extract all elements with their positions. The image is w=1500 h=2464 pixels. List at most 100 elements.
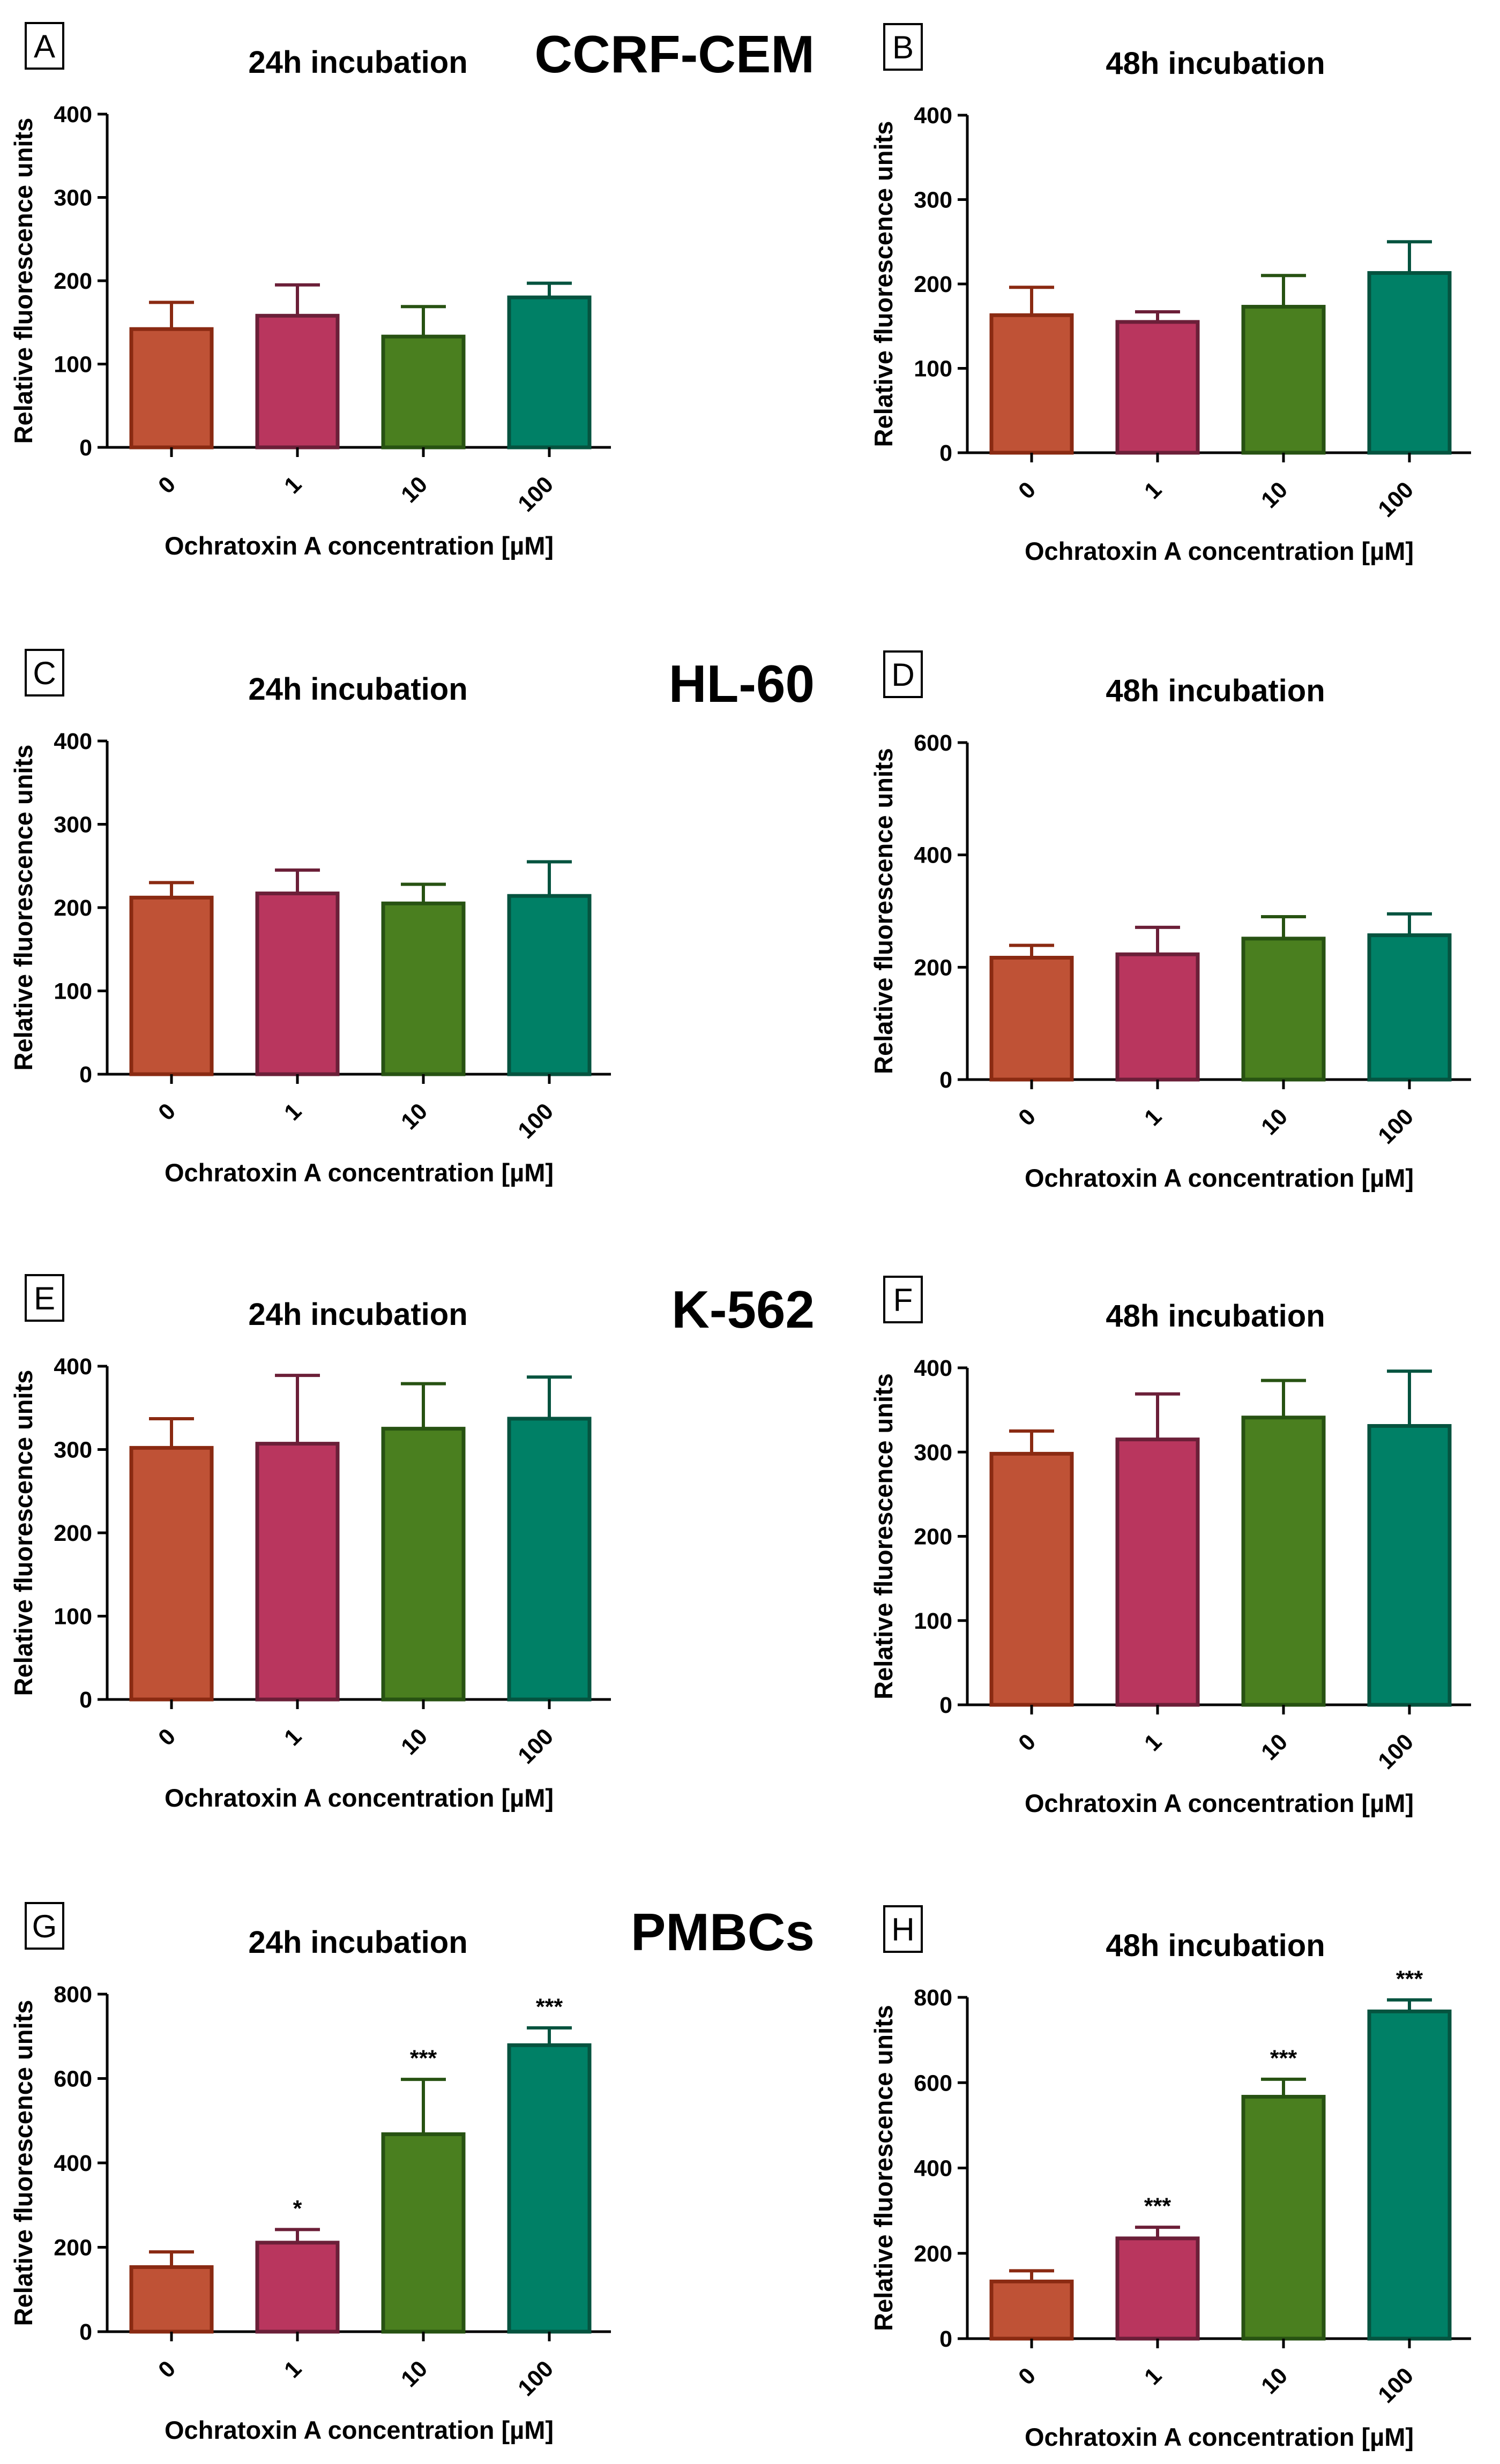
panel-letter-box — [25, 22, 64, 70]
y-tick-label: 200 — [914, 955, 952, 980]
significance-label: *** — [410, 2046, 437, 2071]
bar-1 — [1115, 320, 1200, 455]
x-tick-label: 0 — [153, 1098, 181, 1126]
x-tick-label: 1 — [279, 471, 307, 499]
panel-letter-box — [25, 1274, 64, 1322]
y-tick-label: 400 — [54, 1354, 92, 1380]
y-tick-label: 800 — [54, 1982, 92, 2008]
panel-title: 24h incubation — [248, 672, 467, 707]
y-tick-label: 100 — [914, 356, 952, 382]
bar-0 — [129, 1446, 214, 1702]
x-tick-label: 1 — [279, 2356, 307, 2383]
bar-1 — [1115, 2236, 1200, 2341]
y-tick-label: 0 — [79, 1062, 92, 1088]
bar-100 — [1367, 933, 1452, 1082]
y-tick-label: 400 — [54, 102, 92, 128]
panel-letter: B — [892, 29, 914, 65]
y-tick-label: 600 — [914, 730, 952, 756]
y-tick-label: 100 — [54, 1604, 92, 1630]
panel-letter: D — [891, 657, 914, 693]
panel-title: 24h incubation — [248, 1925, 467, 1960]
cell-line-heading: HL-60 — [669, 654, 815, 713]
x-axis-label: Ochratoxin A concentration [µM] — [1025, 2423, 1414, 2451]
x-tick-label: 100 — [1373, 477, 1419, 522]
x-axis-label: Ochratoxin A concentration [µM] — [165, 2416, 554, 2444]
x-axis-label: Ochratoxin A concentration [µM] — [165, 1158, 554, 1187]
y-axis-label: Relative fluorescence units — [869, 2005, 898, 2331]
panel-title: 48h incubation — [1106, 46, 1325, 81]
y-axis-label: Relative fluorescence units — [869, 748, 898, 1074]
bar-0 — [989, 956, 1074, 1082]
y-tick-label: 400 — [54, 2151, 92, 2176]
y-axis-label: Relative fluorescence units — [9, 745, 38, 1071]
y-tick-label: 100 — [54, 352, 92, 378]
y-tick-label: 200 — [54, 268, 92, 294]
x-tick-label: 1 — [1139, 1104, 1167, 1131]
y-tick-label: 600 — [54, 2066, 92, 2092]
bar-0 — [129, 895, 214, 1076]
panel-letter: G — [32, 1908, 57, 1944]
y-tick-label: 300 — [54, 185, 92, 211]
bar-1 — [255, 1442, 340, 1702]
cell-line-heading: CCRF-CEM — [534, 25, 815, 84]
x-tick-label: 10 — [396, 1098, 432, 1135]
panel-letter: E — [34, 1280, 55, 1316]
x-tick-label: 0 — [1013, 477, 1041, 504]
chart-panel-g: G 24h incubation 0 200 400 600 800 Relative flu… — [9, 1902, 611, 2444]
x-tick-label: 10 — [1256, 1729, 1293, 1765]
bar-100 — [507, 295, 592, 450]
y-tick-label: 100 — [914, 1608, 952, 1634]
chart-panel-d: D 48h incubation 0 200 400 600 Relative fluore… — [869, 650, 1471, 1192]
panel-letter: F — [893, 1282, 913, 1318]
x-axis-label: Ochratoxin A concentration [µM] — [1025, 1164, 1414, 1192]
x-tick-label: 10 — [396, 2356, 432, 2392]
significance-label: *** — [1144, 2193, 1171, 2219]
panel-letter-box — [883, 1276, 923, 1323]
bar-100 — [507, 894, 592, 1076]
bar-10 — [1241, 1416, 1326, 1707]
x-tick-label: 100 — [513, 1098, 558, 1144]
y-tick-label: 0 — [939, 2326, 952, 2352]
y-tick-label: 300 — [914, 1440, 952, 1465]
x-axis-label: Ochratoxin A concentration [µM] — [1025, 537, 1414, 565]
x-axis-label: Ochratoxin A concentration [µM] — [1025, 1789, 1414, 1817]
y-tick-label: 0 — [939, 1067, 952, 1093]
bar-10 — [1241, 305, 1326, 455]
bar-10 — [381, 2132, 466, 2334]
x-tick-label: 0 — [1013, 1104, 1041, 1131]
bar-1 — [255, 892, 340, 1076]
panel-letter-box — [883, 23, 923, 71]
y-axis-label: Relative fluorescence units — [869, 1373, 898, 1699]
bar-1 — [1115, 1437, 1200, 1707]
bar-0 — [129, 2265, 214, 2334]
y-axis-label: Relative fluorescence units — [9, 1370, 38, 1696]
x-tick-label: 10 — [1256, 2363, 1293, 2399]
y-tick-label: 200 — [54, 2235, 92, 2261]
y-tick-label: 200 — [914, 272, 952, 297]
significance-label: * — [293, 2196, 302, 2221]
y-tick-label: 100 — [54, 979, 92, 1005]
bar-10 — [381, 901, 466, 1076]
panel-title: 48h incubation — [1106, 1299, 1325, 1334]
x-tick-label: 100 — [513, 2356, 558, 2401]
x-tick-label: 1 — [1139, 1729, 1167, 1756]
significance-label: *** — [536, 1994, 563, 2020]
bar-10 — [1241, 937, 1326, 1082]
significance-label: *** — [1396, 1966, 1423, 1992]
significance-label: *** — [1270, 2046, 1297, 2071]
panel-letter: C — [33, 655, 56, 691]
x-tick-label: 1 — [1139, 2363, 1167, 2390]
y-tick-label: 400 — [914, 2156, 952, 2182]
bar-0 — [129, 327, 214, 450]
cell-line-heading: PMBCs — [631, 1903, 815, 1961]
bar-0 — [989, 313, 1074, 455]
bar-100 — [1367, 1424, 1452, 1707]
panel-title: 24h incubation — [248, 45, 467, 80]
panel-letter-box — [25, 649, 64, 696]
